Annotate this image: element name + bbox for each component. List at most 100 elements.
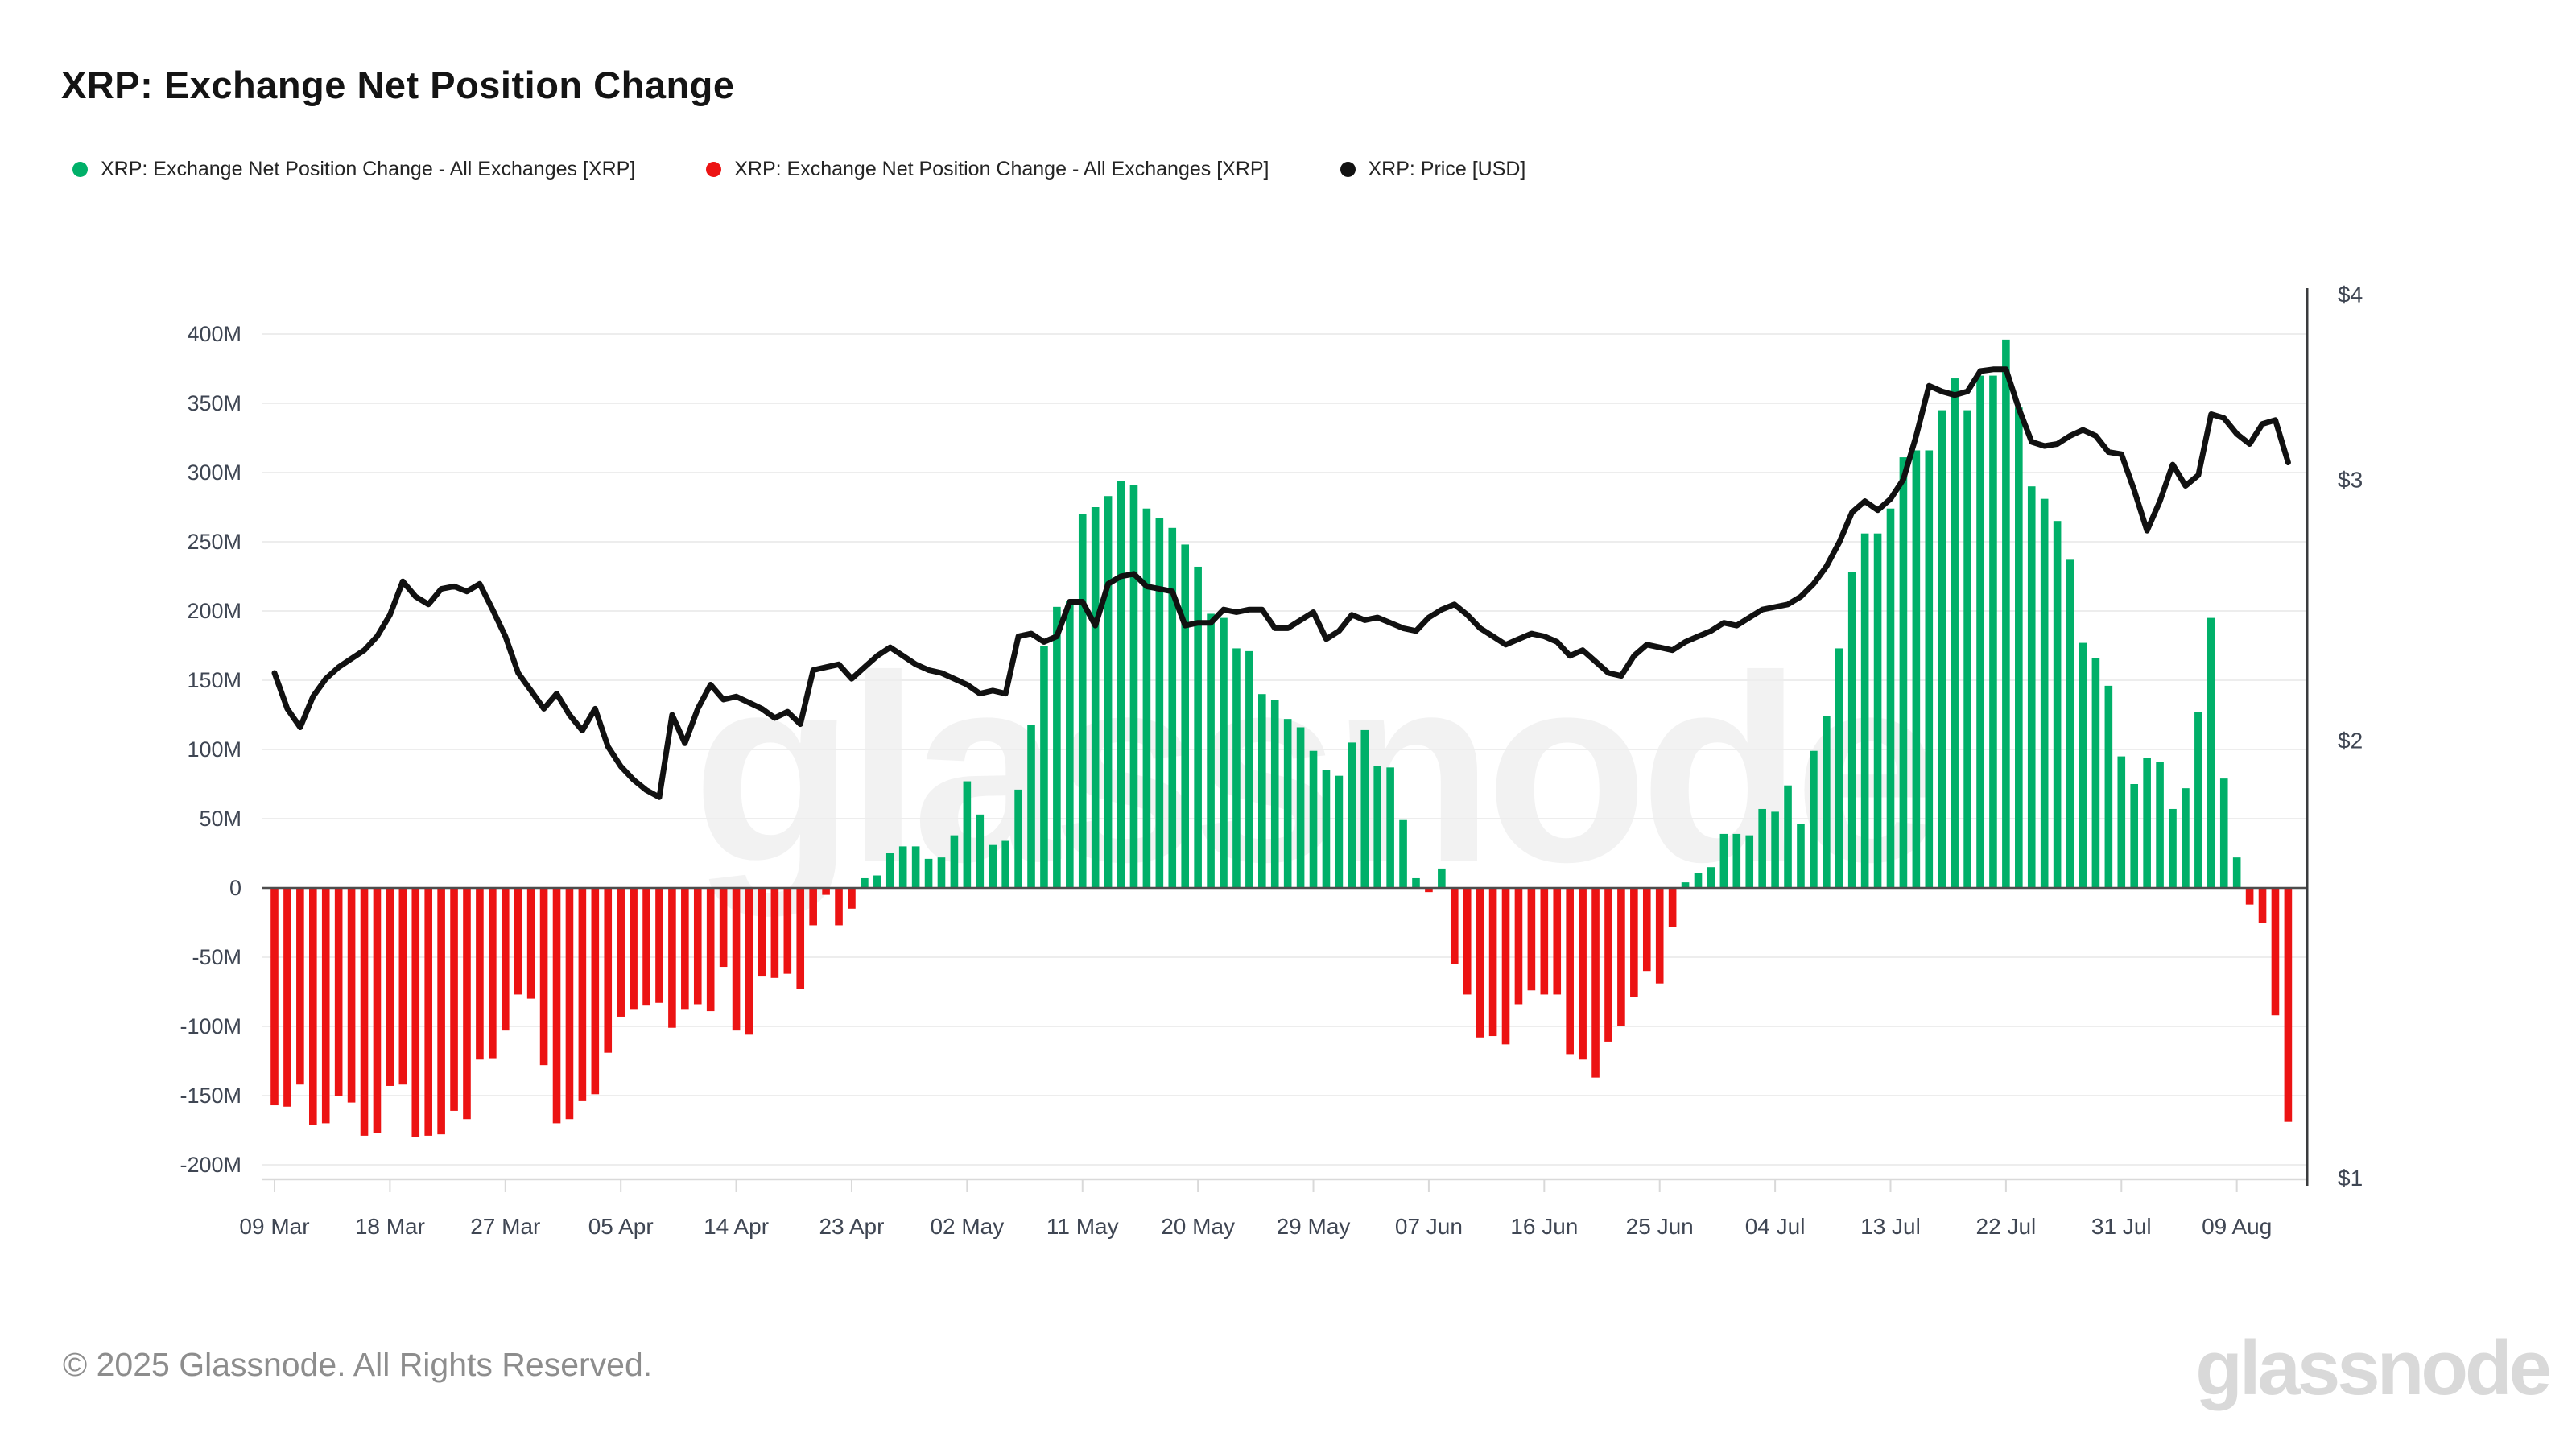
bar-positive[interactable] [1040, 646, 1048, 888]
bar-positive[interactable] [1091, 507, 1100, 888]
bar-negative[interactable] [437, 888, 445, 1135]
bar-positive[interactable] [1053, 606, 1061, 888]
bar-negative[interactable] [450, 888, 458, 1111]
bar-positive[interactable] [1283, 719, 1292, 888]
bar-negative[interactable] [501, 888, 510, 1031]
bar-negative[interactable] [706, 888, 715, 1012]
bar-negative[interactable] [1655, 888, 1664, 984]
bar-positive[interactable] [1258, 694, 1266, 888]
bar-positive[interactable] [1117, 481, 1125, 888]
bar-negative[interactable] [668, 888, 676, 1028]
bar-negative[interactable] [386, 888, 394, 1086]
bar-positive[interactable] [1719, 833, 1728, 888]
bar-positive[interactable] [1001, 840, 1009, 888]
bar-positive[interactable] [1797, 824, 1805, 888]
bar-negative[interactable] [1540, 888, 1549, 995]
bar-positive[interactable] [911, 846, 920, 888]
bar-negative[interactable] [514, 888, 522, 995]
bar-positive[interactable] [2130, 784, 2139, 888]
bar-positive[interactable] [1771, 811, 1779, 888]
bar-negative[interactable] [796, 888, 805, 989]
bar-negative[interactable] [693, 888, 702, 1005]
bar-positive[interactable] [2040, 498, 2049, 888]
bar-positive[interactable] [1142, 508, 1151, 888]
bar-positive[interactable] [873, 875, 881, 888]
bar-positive[interactable] [1207, 613, 1215, 888]
bar-negative[interactable] [630, 888, 638, 1010]
bar-positive[interactable] [963, 781, 972, 888]
bar-negative[interactable] [347, 888, 356, 1103]
bar-negative[interactable] [1514, 888, 1523, 1005]
bar-positive[interactable] [2002, 339, 2010, 888]
legend-item-net-position-inflow[interactable]: XRP: Exchange Net Position Change - All … [72, 158, 635, 181]
bar-negative[interactable] [526, 888, 535, 999]
bar-negative[interactable] [1630, 888, 1638, 997]
bar-negative[interactable] [1463, 888, 1472, 995]
bar-negative[interactable] [604, 888, 613, 1053]
bar-positive[interactable] [2053, 521, 2062, 888]
bar-positive[interactable] [1335, 775, 1344, 888]
bar-positive[interactable] [1155, 518, 1164, 888]
bar-positive[interactable] [976, 814, 985, 888]
bar-positive[interactable] [2104, 685, 2113, 888]
bar-negative[interactable] [296, 888, 304, 1085]
bar-negative[interactable] [2258, 888, 2267, 923]
bar-positive[interactable] [924, 858, 933, 888]
bar-negative[interactable] [655, 888, 663, 1003]
bar-positive[interactable] [2091, 658, 2100, 888]
bar-positive[interactable] [1873, 533, 1882, 888]
legend-item-price[interactable]: XRP: Price [USD] [1340, 158, 1525, 181]
bar-positive[interactable] [937, 857, 946, 888]
bar-positive[interactable] [989, 844, 997, 888]
bar-positive[interactable] [1886, 508, 1895, 888]
bar-negative[interactable] [681, 888, 689, 1010]
bar-positive[interactable] [1912, 450, 1921, 888]
bar-negative[interactable] [1553, 888, 1562, 995]
bar-negative[interactable] [809, 888, 817, 926]
bar-negative[interactable] [565, 888, 574, 1120]
bar-positive[interactable] [1296, 727, 1305, 888]
bar-positive[interactable] [2232, 857, 2241, 888]
bar-positive[interactable] [1847, 572, 1856, 888]
bar-negative[interactable] [1579, 888, 1587, 1060]
bar-negative[interactable] [1642, 888, 1651, 972]
bar-negative[interactable] [745, 888, 753, 1035]
bar-positive[interactable] [1027, 724, 1035, 888]
bar-positive[interactable] [1823, 716, 1831, 888]
bar-positive[interactable] [1899, 457, 1908, 888]
legend-item-net-position-outflow[interactable]: XRP: Exchange Net Position Change - All … [706, 158, 1269, 181]
bar-positive[interactable] [2117, 756, 2126, 888]
bar-positive[interactable] [2156, 762, 2164, 888]
bar-positive[interactable] [2079, 642, 2087, 888]
bar-negative[interactable] [822, 888, 830, 895]
bar-positive[interactable] [2219, 778, 2228, 888]
bar-positive[interactable] [1745, 835, 1754, 888]
bar-negative[interactable] [835, 888, 843, 926]
bar-positive[interactable] [1386, 767, 1394, 888]
bar-negative[interactable] [360, 888, 369, 1136]
bar-negative[interactable] [321, 888, 330, 1124]
bar-negative[interactable] [1566, 888, 1574, 1055]
bar-negative[interactable] [2245, 888, 2254, 905]
bar-negative[interactable] [719, 888, 728, 968]
bar-negative[interactable] [617, 888, 625, 1017]
bar-positive[interactable] [1758, 808, 1766, 888]
bar-positive[interactable] [1925, 450, 1934, 888]
bar-positive[interactable] [2143, 758, 2151, 888]
bar-negative[interactable] [2271, 888, 2280, 1016]
bar-negative[interactable] [848, 888, 856, 909]
bar-positive[interactable] [2066, 559, 2074, 888]
bar-negative[interactable] [539, 888, 548, 1066]
bar-positive[interactable] [2015, 407, 2023, 888]
bar-positive[interactable] [2194, 712, 2202, 888]
bar-positive[interactable] [1373, 766, 1381, 888]
bar-positive[interactable] [1270, 700, 1279, 888]
bar-negative[interactable] [591, 888, 600, 1095]
bar-negative[interactable] [1617, 888, 1625, 1026]
net-position-bars[interactable] [270, 339, 2293, 1137]
bar-positive[interactable] [1963, 410, 1971, 889]
bar-positive[interactable] [1348, 742, 1356, 888]
bar-negative[interactable] [1591, 888, 1600, 1078]
bar-negative[interactable] [1425, 888, 1433, 893]
